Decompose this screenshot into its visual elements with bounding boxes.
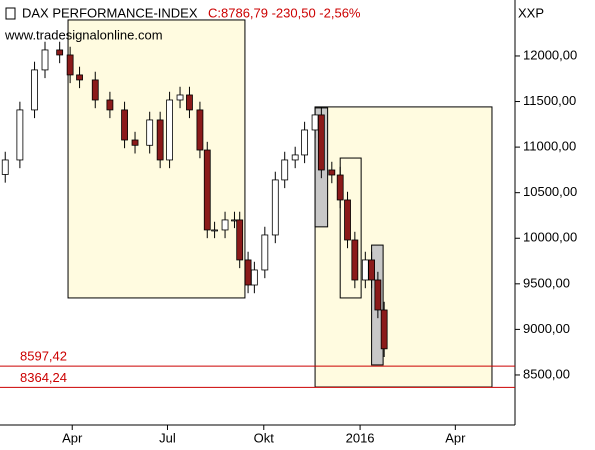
x-tick-label: 2016 bbox=[346, 430, 375, 445]
chart-title: DAX PERFORMANCE-INDEX bbox=[22, 5, 198, 20]
candle-body bbox=[16, 109, 24, 161]
candle-body bbox=[196, 109, 204, 151]
candle-body bbox=[368, 259, 375, 281]
candle-body bbox=[106, 99, 114, 111]
candle-body bbox=[156, 119, 164, 161]
candle-body bbox=[121, 109, 128, 141]
x-tick-label: Okt bbox=[254, 430, 275, 445]
annotation-box bbox=[67, 19, 246, 299]
candle-body bbox=[203, 149, 211, 231]
x-tick-label: Jul bbox=[159, 430, 176, 445]
candle-body bbox=[131, 139, 139, 146]
h-line-label: 8597,42 bbox=[20, 349, 67, 364]
candle-body bbox=[244, 259, 252, 286]
candle-body bbox=[166, 99, 173, 161]
axis-label: XXP bbox=[518, 5, 544, 20]
candle-body bbox=[236, 219, 244, 261]
candle-body bbox=[211, 229, 218, 232]
candle-body bbox=[176, 94, 184, 101]
candle-body bbox=[301, 129, 309, 156]
candle-body bbox=[380, 309, 388, 350]
y-tick-label: 10000,00 bbox=[523, 230, 577, 245]
candle-body bbox=[250, 269, 258, 286]
candle-body bbox=[146, 119, 154, 146]
y-tick-label: 8500,00 bbox=[523, 366, 570, 381]
y-tick-label: 10500,00 bbox=[523, 184, 577, 199]
candle-body bbox=[317, 114, 325, 171]
candle-body bbox=[351, 239, 359, 281]
candle-body bbox=[1, 159, 9, 175]
y-tick-label: 12000,00 bbox=[523, 47, 577, 62]
y-tick-label: 9000,00 bbox=[523, 321, 570, 336]
icon bbox=[5, 7, 16, 20]
x-tick-label: Apr bbox=[445, 430, 466, 445]
candle-body bbox=[361, 259, 369, 281]
y-tick-label: 9500,00 bbox=[523, 275, 570, 290]
candle-body bbox=[31, 69, 38, 111]
h-line-label: 8364,24 bbox=[20, 370, 67, 385]
y-tick-label: 11500,00 bbox=[523, 93, 576, 108]
candle-body bbox=[374, 279, 382, 311]
candle-body bbox=[56, 49, 64, 56]
source: www.tradesignalonline.com bbox=[4, 27, 163, 42]
candle-body bbox=[41, 49, 49, 71]
chart-subtitle: C:8786,79 -230,50 -2,56% bbox=[208, 5, 361, 20]
candle-body bbox=[66, 54, 74, 76]
candle-body bbox=[76, 74, 83, 81]
candle-body bbox=[261, 234, 269, 271]
candle-body bbox=[186, 94, 193, 111]
candle-body bbox=[221, 219, 229, 231]
x-tick-label: Apr bbox=[62, 430, 83, 445]
candle-body bbox=[336, 174, 344, 201]
candle-body bbox=[291, 154, 299, 161]
candle-body bbox=[328, 169, 336, 176]
candle-body bbox=[281, 159, 289, 181]
candle-body bbox=[344, 199, 351, 241]
candle-body bbox=[271, 179, 279, 236]
candle-body bbox=[311, 114, 319, 131]
candle-body bbox=[91, 79, 99, 101]
y-tick-label: 11000,00 bbox=[523, 139, 576, 154]
